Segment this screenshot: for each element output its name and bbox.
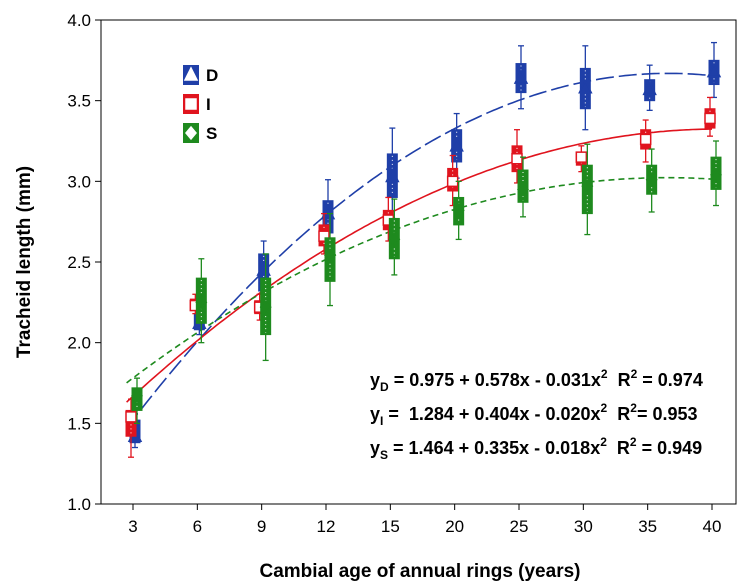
mean-marker xyxy=(513,69,529,84)
mean-marker xyxy=(388,232,401,247)
mean-marker xyxy=(320,204,336,220)
mean-marker xyxy=(259,300,272,315)
mean-marker xyxy=(581,179,594,194)
legend-marker xyxy=(185,98,197,110)
mean-marker xyxy=(645,172,658,187)
y-tick-label: 2.0 xyxy=(67,334,91,353)
equation-part: S xyxy=(380,448,388,462)
equation-part: R xyxy=(607,438,630,458)
x-tick-label: 40 xyxy=(703,517,722,536)
legend-label: S xyxy=(206,124,217,143)
y-tick-label: 1.0 xyxy=(67,495,91,514)
mean-marker xyxy=(195,295,208,310)
legend-label: I xyxy=(206,95,211,114)
equation-part: y xyxy=(370,404,380,424)
fit-curve xyxy=(125,72,713,429)
y-tick-label: 4.0 xyxy=(67,11,91,30)
y-tick-label: 1.5 xyxy=(67,414,91,433)
mean-marker xyxy=(511,152,523,165)
equation-part: = 0.974 xyxy=(637,370,703,390)
equation-part: 2 xyxy=(601,401,608,415)
x-tick-label: 9 xyxy=(257,517,266,536)
mean-marker xyxy=(639,133,652,146)
equation-part: 2 xyxy=(600,435,607,449)
x-tick-label: 20 xyxy=(445,517,464,536)
equation-part: = 1.464 + 0.335x - 0.018x xyxy=(388,438,600,458)
equation-part: R xyxy=(607,404,630,424)
mean-marker xyxy=(256,261,271,276)
equation-part: R xyxy=(608,370,631,390)
mean-marker xyxy=(710,167,722,183)
x-tick-label: 15 xyxy=(381,517,400,536)
mean-marker xyxy=(324,248,336,263)
mean-marker xyxy=(385,167,400,183)
x-tick-label: 25 xyxy=(510,517,529,536)
legend-label: D xyxy=(206,66,218,85)
equation-part: = 0.953 xyxy=(637,404,698,424)
plot-frame xyxy=(100,19,737,505)
equation-part: = 0.975 + 0.578x - 0.031x xyxy=(389,370,601,390)
equation-part: 2 xyxy=(631,367,638,381)
x-tick-label: 30 xyxy=(574,517,593,536)
mean-marker xyxy=(704,112,716,125)
equation-part: 2 xyxy=(601,367,608,381)
fit-curve xyxy=(126,128,712,403)
mean-marker xyxy=(452,203,465,218)
equation-part: I xyxy=(380,414,383,428)
equation-part: 2 xyxy=(630,401,637,415)
equation-part: = 0.949 xyxy=(637,438,703,458)
mean-marker xyxy=(578,79,593,94)
equation: yI = 1.284 + 0.404x - 0.020x2 R2= 0.953 xyxy=(370,401,698,428)
equation-part: D xyxy=(380,380,389,394)
fit-curve xyxy=(126,176,713,384)
x-tick-label: 3 xyxy=(128,517,137,536)
x-tick-label: 6 xyxy=(193,517,202,536)
mean-marker xyxy=(706,62,722,78)
x-tick-label: 35 xyxy=(638,517,657,536)
y-axis-label: Tracheid length (mm) xyxy=(14,166,35,358)
equation: yD = 0.975 + 0.578x - 0.031x2 R2 = 0.974 xyxy=(370,367,703,394)
equation: yS = 1.464 + 0.335x - 0.018x2 R2 = 0.949 xyxy=(370,435,702,462)
mean-marker xyxy=(125,411,137,423)
mean-marker xyxy=(318,230,330,242)
legend-marker xyxy=(185,125,197,141)
y-tick-label: 2.5 xyxy=(67,253,91,272)
x-axis-label: Cambial age of annual rings (years) xyxy=(260,561,581,582)
y-tick-label: 3.0 xyxy=(67,172,91,191)
equation-part: = 1.284 + 0.404x - 0.020x xyxy=(383,404,600,424)
mean-marker xyxy=(642,80,657,96)
equation-part: 2 xyxy=(630,435,637,449)
equation-part: y xyxy=(370,438,380,458)
x-tick-label: 12 xyxy=(317,517,336,536)
mean-marker xyxy=(575,151,588,163)
mean-marker xyxy=(517,182,529,197)
mean-marker xyxy=(131,388,143,404)
equation-part: y xyxy=(370,370,380,390)
mean-marker xyxy=(449,137,464,152)
legend-marker xyxy=(183,66,199,81)
y-tick-label: 3.5 xyxy=(67,92,91,111)
